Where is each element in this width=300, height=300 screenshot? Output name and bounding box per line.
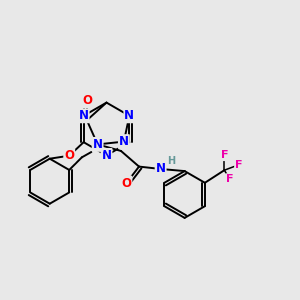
Text: N: N [156,163,166,176]
Text: F: F [226,174,233,184]
Text: N: N [79,109,88,122]
Text: F: F [220,150,228,160]
Text: N: N [119,135,129,148]
Text: H: H [167,157,175,166]
Text: O: O [82,94,92,107]
Text: N: N [101,149,112,162]
Text: N: N [124,109,134,122]
Text: F: F [235,160,242,170]
Text: N: N [93,138,103,151]
Text: O: O [122,177,131,190]
Text: O: O [64,149,74,162]
